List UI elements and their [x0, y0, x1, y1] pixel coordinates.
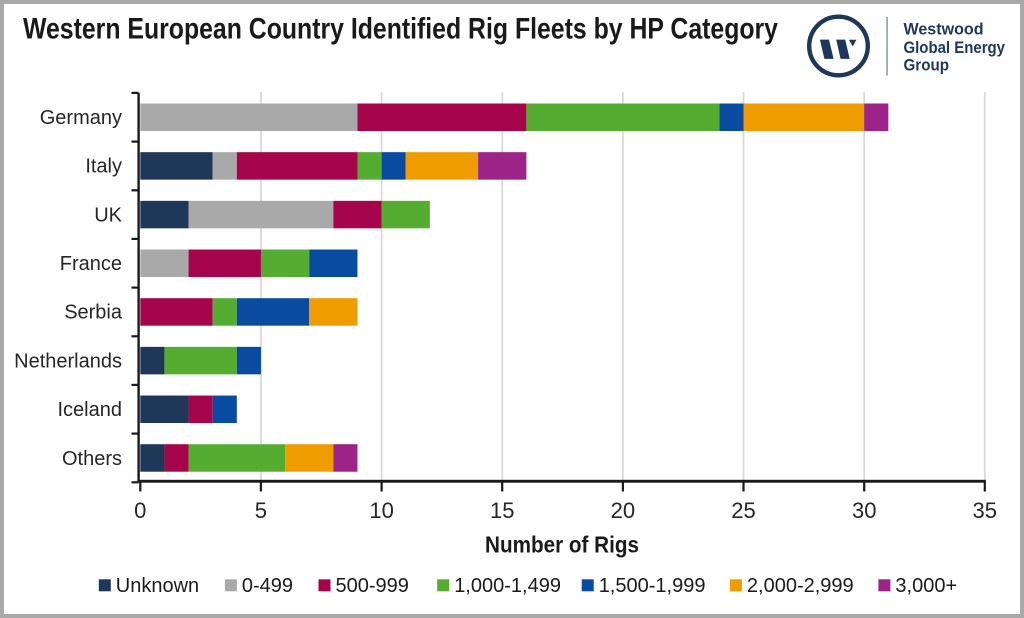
svg-text:0: 0: [134, 498, 146, 523]
svg-text:1,500-1,999: 1,500-1,999: [599, 575, 706, 597]
svg-text:Germany: Germany: [40, 107, 122, 129]
svg-text:20: 20: [611, 498, 635, 523]
svg-text:Unknown: Unknown: [116, 575, 199, 597]
svg-text:10: 10: [369, 498, 393, 523]
svg-text:Global Energy: Global Energy: [904, 38, 1006, 57]
svg-text:France: France: [60, 253, 122, 275]
svg-text:15: 15: [490, 498, 514, 523]
svg-text:30: 30: [852, 498, 876, 523]
svg-text:1,000-1,499: 1,000-1,499: [454, 575, 561, 597]
svg-text:Italy: Italy: [85, 156, 122, 178]
svg-text:Netherlands: Netherlands: [14, 350, 122, 372]
svg-text:5: 5: [255, 498, 267, 523]
svg-text:0-499: 0-499: [242, 575, 293, 597]
svg-text:Number of Rigs: Number of Rigs: [485, 532, 639, 558]
svg-text:Serbia: Serbia: [64, 302, 123, 324]
svg-text:500-999: 500-999: [336, 575, 409, 597]
svg-text:2,000-2,999: 2,000-2,999: [747, 575, 854, 597]
svg-text:Iceland: Iceland: [58, 399, 123, 421]
svg-text:UK: UK: [94, 204, 122, 226]
svg-text:35: 35: [973, 498, 997, 523]
svg-text:3,000+: 3,000+: [895, 575, 957, 597]
svg-text:Westwood: Westwood: [904, 19, 984, 38]
svg-text:25: 25: [731, 498, 755, 523]
svg-text:Group: Group: [904, 55, 950, 74]
svg-text:Western European Country Ident: Western European Country Identified Rig …: [23, 13, 778, 46]
svg-text:Others: Others: [62, 448, 122, 470]
